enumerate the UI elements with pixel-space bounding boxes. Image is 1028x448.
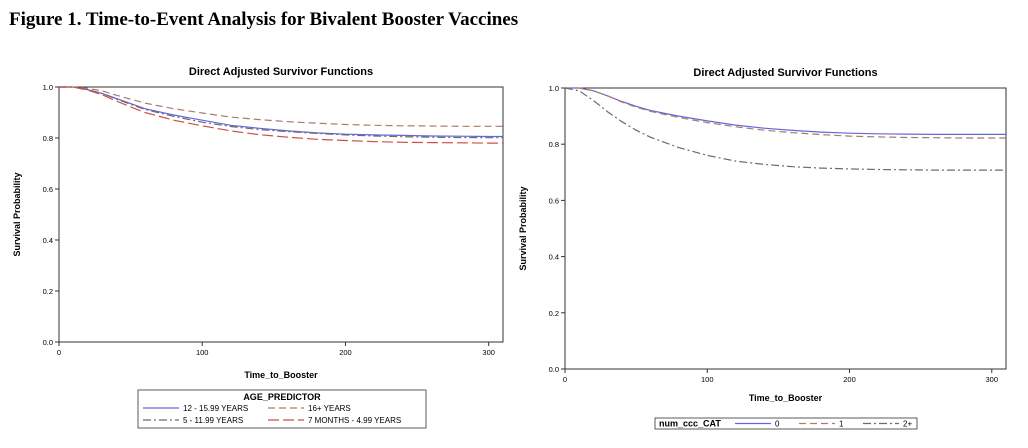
chart-panel-2: Direct Adjusted Survivor Functions 0.0 0.2… xyxy=(518,67,1007,430)
series-line-2 xyxy=(565,87,1006,139)
y-tick-label: 0.4 xyxy=(43,236,53,245)
series-line-3 xyxy=(59,86,503,139)
y-tick-label: 0.8 xyxy=(43,134,53,143)
chart-title: Direct Adjusted Survivor Functions xyxy=(189,66,373,78)
y-tick-label: 0.2 xyxy=(43,287,53,296)
plot-frame xyxy=(58,86,504,343)
legend-label: 1 xyxy=(839,420,844,429)
y-tick-label: 0.0 xyxy=(549,365,559,374)
x-axis-label: Time_to_Booster xyxy=(244,370,318,380)
series-line-4 xyxy=(59,86,503,144)
legend-box xyxy=(137,389,427,429)
legend-label: 12 - 15.99 YEARS xyxy=(183,404,248,413)
legend-title: AGE_PREDICTOR xyxy=(243,392,321,402)
y-tick-label: 0.6 xyxy=(549,196,559,205)
y-tick-label: 0.2 xyxy=(549,309,559,318)
series-line-2 xyxy=(59,86,503,127)
legend: AGE_PREDICTOR 12 - 15.99 YEARS 16+ YEARS 5 … xyxy=(137,389,427,429)
y-tick-label: 0.0 xyxy=(43,338,53,347)
legend-box xyxy=(654,417,918,430)
x-tick-label: 0 xyxy=(57,348,61,357)
chart-title: Direct Adjusted Survivor Functions xyxy=(693,67,877,79)
y-tick-label: 1.0 xyxy=(43,83,53,92)
legend-title: num_ccc_CAT xyxy=(659,419,721,429)
y-tick-label: 0.8 xyxy=(549,140,559,149)
x-tick-label: 300 xyxy=(986,375,999,384)
legend-label: 0 xyxy=(775,420,780,429)
x-tick-label: 0 xyxy=(563,375,567,384)
y-tick-label: 0.4 xyxy=(549,253,559,262)
y-tick-label: 1.0 xyxy=(549,84,559,93)
x-tick-label: 100 xyxy=(196,348,209,357)
x-tick-label: 100 xyxy=(701,375,714,384)
series-line-3 xyxy=(564,87,1006,171)
x-tick-label: 200 xyxy=(843,375,856,384)
legend-label: 7 MONTHS - 4.99 YEARS xyxy=(308,416,401,425)
y-axis-label: Survival Probability xyxy=(518,186,528,270)
legend-label: 16+ YEARS xyxy=(308,404,351,413)
plot-frame xyxy=(564,87,1007,370)
legend: num_ccc_CAT 0 1 2+ xyxy=(654,417,918,430)
figure-title: Figure 1. Time-to-Event Analysis for Biv… xyxy=(9,9,519,30)
legend-label: 2+ xyxy=(903,420,912,429)
x-tick-label: 300 xyxy=(482,348,495,357)
series-line-1 xyxy=(565,87,1006,135)
y-tick-label: 0.6 xyxy=(43,185,53,194)
series-line-1 xyxy=(59,86,503,138)
y-axis-label: Survival Probability xyxy=(12,172,22,256)
legend-label: 5 - 11.99 YEARS xyxy=(183,416,243,425)
chart-panel-1: Direct Adjusted Survivor Functions 0.0 0.2… xyxy=(12,66,504,429)
x-tick-label: 200 xyxy=(339,348,352,357)
x-axis-label: Time_to_Booster xyxy=(749,393,823,403)
